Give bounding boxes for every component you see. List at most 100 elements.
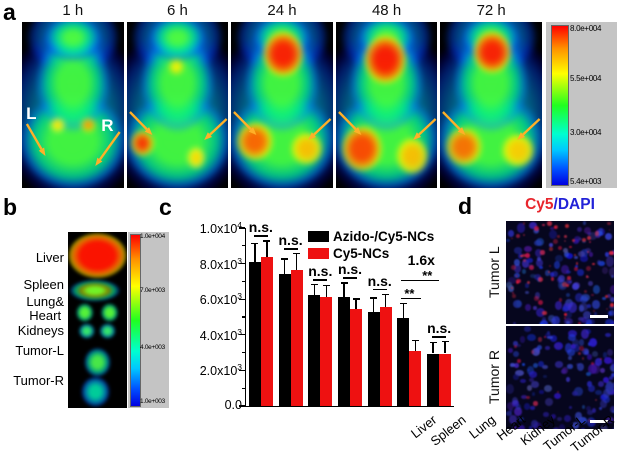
error-bar-cap [281,258,289,260]
bar-Cy5NCs-Spleen [290,269,303,406]
bar-AzidoCy5NCs-Tumor-R [427,353,440,406]
dapi-speckle [584,247,592,253]
dapi-speckle [600,368,605,374]
error-bar [385,293,387,308]
cy5-speckle [605,307,609,310]
cy5-speckle [548,264,552,267]
cy5-speckle [576,262,579,265]
cy5-speckle [571,238,576,243]
cy5-speckle [583,289,588,294]
ns-bracket [432,336,447,338]
dapi-speckle [507,276,516,284]
ns-annotation: n.s. [427,320,452,337]
tumor-arrows [233,111,332,140]
cy5-speckle [530,350,535,354]
dapi-speckle [543,385,552,393]
dapi-speckle [606,293,612,298]
dapi-speckle [595,358,602,366]
dapi-speckle [577,362,585,371]
cy5-speckle [533,226,539,232]
cy5-speckle [522,254,526,258]
dapi-speckle [549,227,554,230]
dapi-speckle [513,259,521,266]
dapi-speckle [598,381,605,388]
timepoint-label: 6 h [166,2,188,19]
cy5-speckle [522,222,526,225]
dapi-speckle [610,364,614,372]
ns-bracket [343,277,357,279]
y-tick-label: 1.0x104 [199,220,242,237]
y-minor-tick [241,387,245,389]
dapi-speckle [506,384,514,395]
colorbar-b: 1.0e+004 7.0e+003 4.0e+003 1.0e+003 [128,232,169,408]
dapi-speckle [605,255,614,267]
y-tick-label: 8.0x103 [199,255,242,272]
dapi-speckle [605,417,614,424]
cy5-speckle [591,362,595,365]
dapi-speckle [508,230,514,237]
dapi-speckle [512,373,520,380]
chart-plot: Azido-/Cy5-NCs Cy5-NCs n.s. n.s. n.s. n.s. n.… [245,220,454,407]
dapi-speckle [511,400,519,407]
cy5-speckle [588,241,591,244]
error-bar [266,240,268,258]
colorbar-tick-label: 4.0e+003 [140,344,165,352]
dapi-speckle [510,363,515,367]
colorbar-tick-label: 1.0e+003 [140,398,165,405]
cy5-speckle [608,229,611,231]
panel-a-letter: a [3,0,16,25]
error-bar [402,302,405,318]
dapi-speckle [529,273,536,278]
dapi-speckle [600,400,607,409]
dapi-speckle [568,330,577,337]
cy5-speckle [513,344,517,348]
dapi-speckle [514,264,522,273]
dapi-speckle [513,341,518,346]
dapi-speckle [610,405,614,413]
bar-Cy5NCs-Lung [320,297,333,406]
error-bar [343,282,345,298]
dapi-speckle [568,333,577,341]
dapi-speckle [609,304,614,310]
panel-d-letter: d [458,193,473,219]
dapi-speckle [541,364,548,370]
error-bar-cap [429,341,437,344]
dapi-speckle [536,345,542,351]
dapi-speckle [612,409,614,414]
dapi-speckle [608,310,612,316]
cy5-speckle [544,336,546,338]
bar-Cy5NCs-Liver [260,257,273,406]
y-minor-tick [241,280,245,283]
cy5-speckle [586,265,591,271]
cy5-speckle [526,280,531,285]
tumor-arrows [442,111,541,140]
error-bar [254,243,256,262]
dapi-speckle [517,253,523,260]
legend-swatch [308,248,329,259]
legend-row: Cy5-NCs [308,246,434,261]
dapi-speckle [591,407,596,413]
cy5-speckle [552,239,558,245]
micrograph-image [506,221,614,324]
dapi-speckle [524,303,531,312]
cy5-speckle [604,294,609,299]
dapi-speckle [568,270,572,273]
micrograph-title: Cy5/DAPI [503,196,617,214]
dapi-speckle [549,335,558,342]
mouse-column: 6 h [126,2,229,188]
dapi-speckle [513,406,522,416]
dapi-speckle [514,247,523,254]
dapi-speckle [585,319,593,324]
error-bar-cap [352,298,360,300]
dapi-speckle [558,275,565,282]
dapi-speckle [532,362,539,369]
error-bar [313,284,315,295]
tumor-arrows [25,123,121,166]
cy5-speckle [562,282,568,288]
error-bar-cap [441,341,449,343]
cy5-speckle [577,352,581,356]
cy5-speckle [591,293,594,297]
dapi-speckle [559,282,565,288]
dapi-speckle [543,411,549,417]
